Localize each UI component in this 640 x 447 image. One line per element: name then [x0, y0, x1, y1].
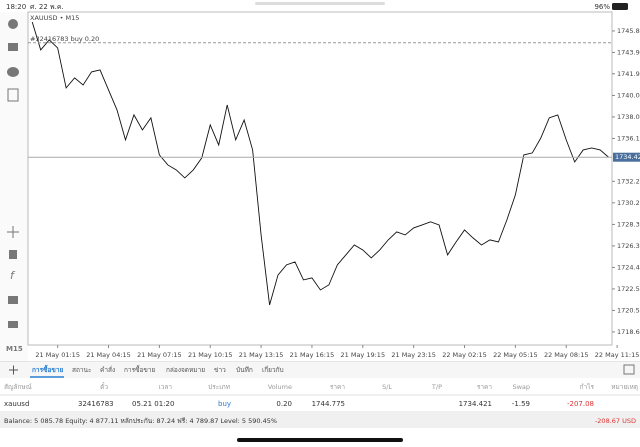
x-tick-label: 22 May 08:15 [544, 351, 589, 359]
tab[interactable]: การซื้อขาย [124, 365, 155, 374]
column-header: Volume [268, 383, 292, 391]
y-tick-label: 1736.120 [617, 134, 640, 142]
y-tick-label: 1724.450 [617, 263, 640, 271]
table-cell: buy [218, 400, 231, 408]
column-header: หมายเหตุ [611, 383, 638, 391]
icon-order [8, 43, 18, 51]
table-cell: 0.20 [276, 400, 292, 408]
column-header: ราคา [330, 383, 345, 391]
top-handle [255, 2, 385, 5]
x-tick-label: 21 May 16:15 [290, 351, 335, 359]
column-header: ราคา [477, 383, 492, 391]
y-tick-label: 1745.845 [617, 27, 640, 35]
y-tick-label: 1738.065 [617, 113, 640, 121]
footer-bar [0, 413, 640, 428]
account-summary: Balance: 5 085.78 Equity: 4 877.11 หลักป… [4, 417, 277, 425]
y-tick-label: 1722.505 [617, 285, 640, 293]
column-header: สัญลักษณ์ [4, 383, 32, 391]
icon-indicator: f [10, 269, 16, 282]
column-header: ประเภท [208, 383, 230, 391]
column-header: S/L [382, 383, 392, 391]
x-tick-label: 21 May 13:15 [239, 351, 284, 359]
status-battery: 96% [594, 3, 610, 11]
x-tick-label: 21 May 10:15 [188, 351, 233, 359]
table-cell: xauusd [4, 400, 29, 408]
column-header: T/P [431, 383, 442, 391]
column-header: เวลา [158, 383, 172, 391]
tab[interactable]: ข่าว [214, 366, 226, 374]
plot-frame [27, 11, 613, 346]
tab[interactable]: การซื้อขาย [32, 364, 63, 374]
icon-objects [8, 296, 18, 304]
status-time: 18:20 [6, 3, 26, 11]
tab[interactable]: บันทึก [236, 366, 253, 374]
column-header: ตั๋ว [100, 382, 108, 391]
y-tick-label: 1741.970 [617, 70, 640, 78]
y-tick-label: 1720.560 [617, 306, 640, 314]
toolbar [0, 12, 28, 362]
icon-account [8, 19, 18, 29]
icon-candles [9, 250, 17, 259]
icon-chat [7, 67, 19, 77]
settings-icon[interactable] [623, 364, 635, 375]
x-tick-label: 22 May 05:15 [493, 351, 538, 359]
column-header: Swap [512, 383, 530, 391]
table-cell: -207.08 [567, 400, 594, 408]
x-tick-label: 21 May 01:15 [35, 351, 80, 359]
column-header: กำไร [580, 383, 595, 391]
table-cell: 1744.775 [312, 400, 345, 408]
y-tick-label: 1732.240 [617, 177, 640, 185]
x-tick-label: 22 May 11:15 [595, 351, 640, 359]
icon-layout [8, 321, 18, 328]
add-button[interactable] [9, 365, 18, 375]
y-tick-label: 1740.010 [617, 91, 640, 99]
chart-title: XAUUSD • M15 [30, 14, 79, 22]
toolbar-icons: f [7, 19, 19, 328]
x-tick-label: 21 May 04:15 [86, 351, 131, 359]
x-tick-label: 21 May 07:15 [137, 351, 182, 359]
tab-bar [0, 362, 640, 378]
last-price-box [613, 152, 640, 162]
tab[interactable]: สถานะ [72, 366, 92, 374]
battery-icon [612, 3, 628, 10]
timeframe: M15 [6, 345, 23, 353]
y-tick-label: 1726.395 [617, 242, 640, 250]
x-tick-label: 22 May 02:15 [442, 351, 487, 359]
tab[interactable]: เกี่ยวกับ [262, 365, 284, 374]
y-tick-label: 1718.615 [617, 328, 640, 336]
y-tick-label: 1743.900 [617, 48, 640, 56]
account-total: -208.67 USD [595, 417, 636, 425]
tab[interactable]: กล่องจดหมาย [166, 366, 205, 374]
table-cell: 1734.421 [459, 400, 492, 408]
order-label: #32416783 buy 0.20 [30, 35, 99, 43]
icon-crosshair [7, 226, 19, 238]
y-tick-label: 1728.340 [617, 220, 640, 228]
icon-new [7, 88, 19, 102]
status-date: ศ. 22 พ.ค. [30, 3, 64, 11]
table-cell: -1.59 [512, 400, 530, 408]
table-cell: 05.21 01:20 [132, 400, 174, 408]
x-tick-label: 21 May 23:15 [391, 351, 436, 359]
tab[interactable]: คำสั่ง [100, 365, 115, 374]
home-indicator [237, 438, 403, 442]
y-tick-label: 1730.295 [617, 199, 640, 207]
x-tick-label: 21 May 19:15 [341, 351, 386, 359]
last-price-label: 1734.421 [615, 153, 640, 161]
price-line [31, 21, 609, 306]
table-cell: 32416783 [78, 400, 114, 408]
